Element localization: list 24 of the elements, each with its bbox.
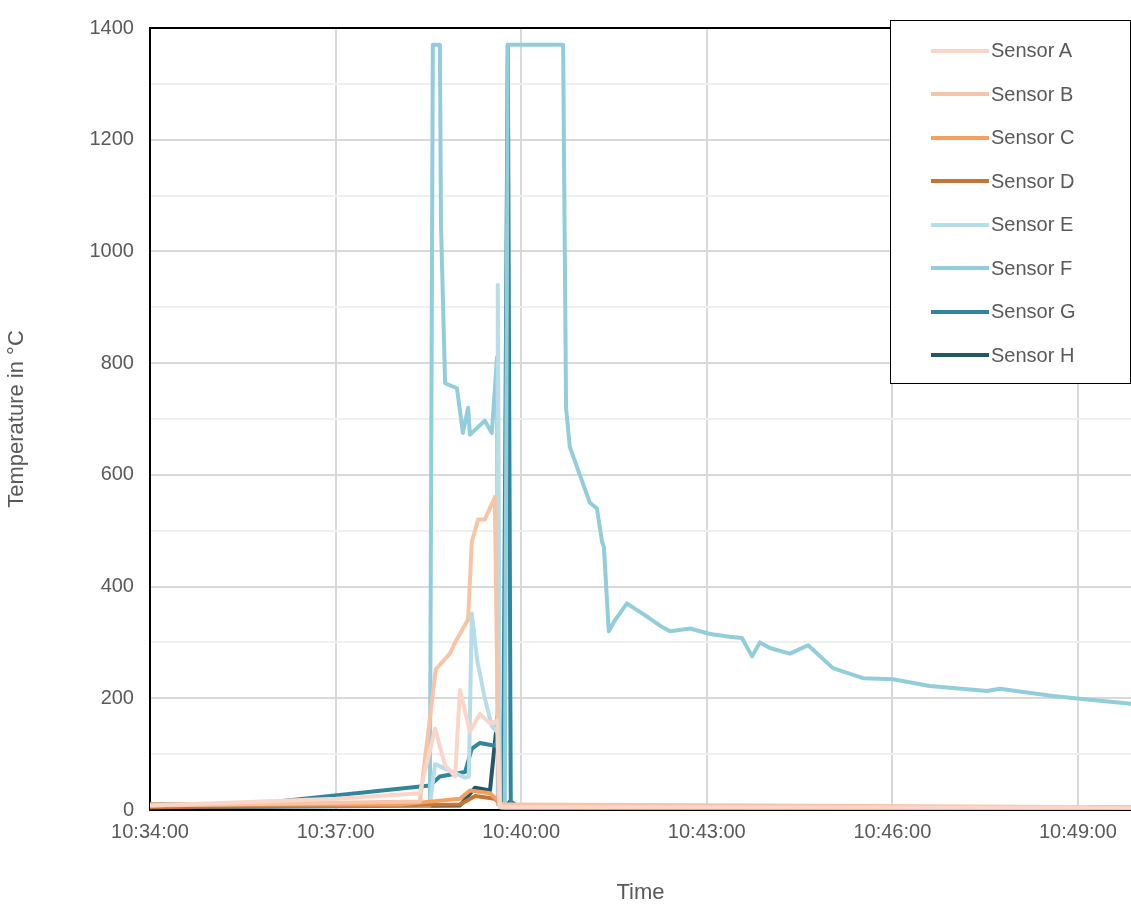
x-axis-title: Time xyxy=(616,878,665,904)
x-tick-label: 10:40:00 xyxy=(482,819,561,842)
legend-label: Sensor D xyxy=(991,169,1075,193)
y-axis-title: Temperature in °C xyxy=(3,330,29,508)
x-tick-label: 10:37:00 xyxy=(296,819,375,842)
y-tick-label: 1000 xyxy=(89,238,134,261)
legend-label: Sensor E xyxy=(991,213,1074,237)
legend-label: Sensor G xyxy=(991,300,1076,324)
y-tick-label: 200 xyxy=(100,685,134,708)
y-tick-label: 1400 xyxy=(89,15,134,38)
x-tick-label: 10:43:00 xyxy=(667,819,746,842)
legend-label: Sensor B xyxy=(991,82,1074,106)
y-tick-label: 800 xyxy=(100,350,134,373)
y-tick-label: 0 xyxy=(122,797,134,820)
y-tick-label: 600 xyxy=(100,462,134,485)
y-tick-label: 1200 xyxy=(89,127,134,150)
legend-label: Sensor H xyxy=(991,343,1075,367)
x-tick-label: 10:46:00 xyxy=(853,819,932,842)
x-tick-label: 10:34:00 xyxy=(111,819,189,842)
legend-label: Sensor F xyxy=(991,256,1073,280)
x-tick-label: 10:49:00 xyxy=(1038,819,1117,842)
legend-label: Sensor A xyxy=(991,39,1073,63)
legend-label: Sensor C xyxy=(991,126,1075,150)
y-tick-label: 400 xyxy=(100,574,134,597)
